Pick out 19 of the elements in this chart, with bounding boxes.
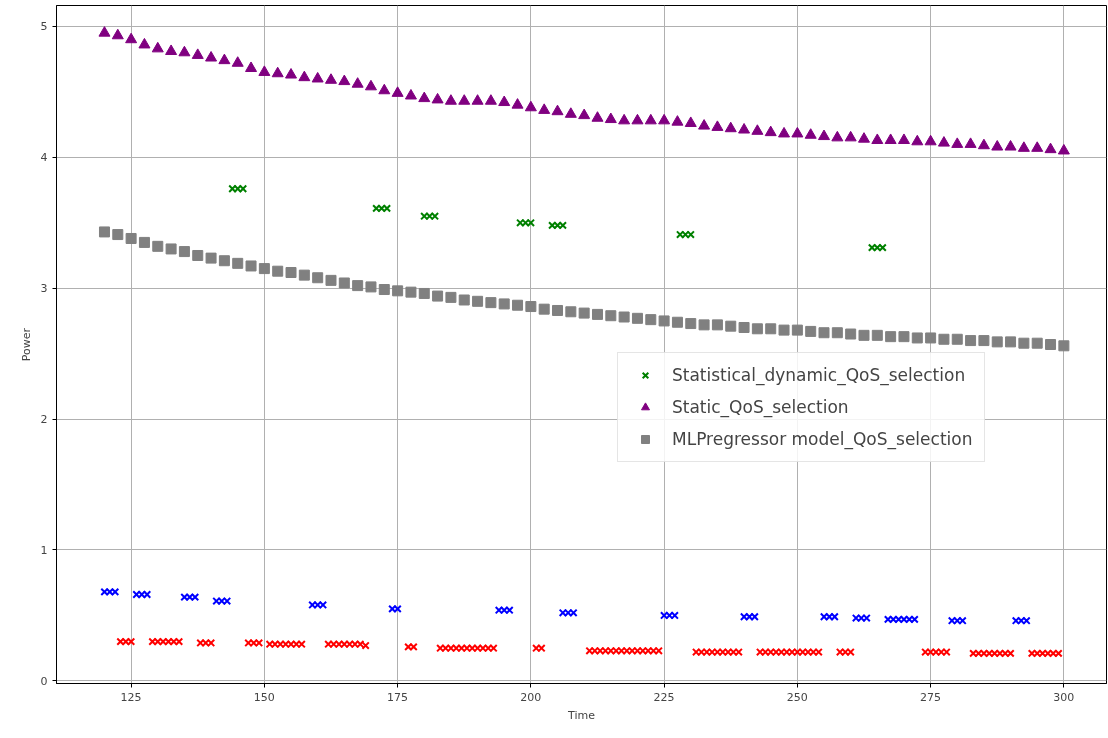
y-tick-label: 1: [40, 543, 48, 557]
y-axis-title: Power: [19, 327, 33, 362]
x-tick-label: 200: [520, 690, 542, 704]
x-tick-label: 250: [786, 690, 808, 704]
x-tick-label: 150: [253, 690, 275, 704]
x-tick-label: 125: [120, 690, 142, 704]
y-tick-label: 2: [40, 413, 48, 427]
y-tick-label: 0: [40, 674, 48, 688]
x-tick-label: 275: [920, 690, 942, 704]
y-tick-label: 4: [40, 151, 48, 165]
legend-label: Static_QoS_selection: [672, 397, 849, 417]
y-tick-label: 5: [40, 20, 48, 34]
x-axis-title: Time: [567, 708, 596, 722]
legend-label: Statistical_dynamic_QoS_selection: [672, 365, 966, 385]
x-tick-label: 300: [1053, 690, 1075, 704]
x-tick-label: 225: [653, 690, 675, 704]
x-tick-label: 175: [387, 690, 409, 704]
y-tick-label: 3: [40, 282, 48, 296]
legend-label: MLPregressor model_QoS_selection: [672, 429, 973, 449]
